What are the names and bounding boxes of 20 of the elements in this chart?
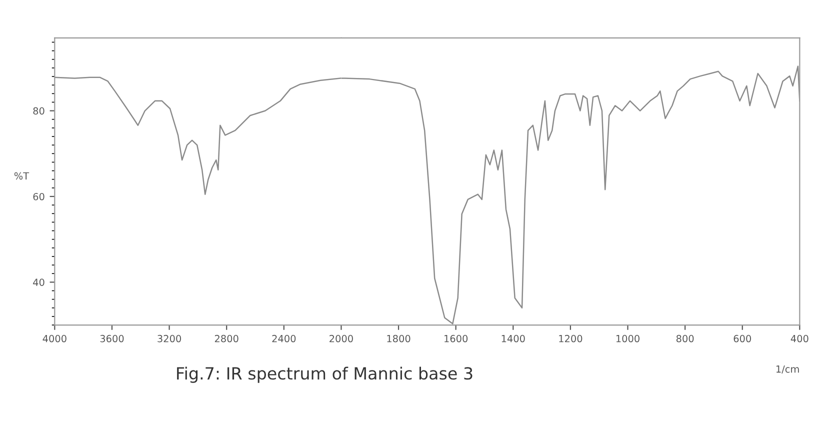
x-tick-label: 3200 <box>158 334 182 342</box>
caption: Fig.7: IR spectrum of Mannic base 3 <box>177 366 472 383</box>
x-tick-label: 1000 <box>616 334 640 342</box>
x-tick-label: 1600 <box>444 334 468 342</box>
x-tick-label: 400 <box>790 334 808 342</box>
x-tick-label: 2000 <box>330 334 353 342</box>
x-tick-label: 800 <box>676 334 694 342</box>
x-tick-label: 3600 <box>100 334 124 342</box>
x-tick-label: 600 <box>734 334 752 342</box>
x-tick-label: 2400 <box>272 334 296 342</box>
x-tick-label: 1800 <box>387 334 410 342</box>
y-axis-title: %T <box>14 172 30 180</box>
x-axis-title: 1/cm <box>776 366 799 374</box>
y-tick-label: 60 <box>33 192 44 200</box>
x-tick-label: 1400 <box>502 334 525 342</box>
x-tick-label: 4000 <box>42 334 66 342</box>
y-tick-label: 40 <box>33 278 44 286</box>
x-tick-label: 2800 <box>214 334 238 342</box>
y-tick-label: 80 <box>33 107 44 115</box>
x-tick-label: 1200 <box>559 334 582 342</box>
